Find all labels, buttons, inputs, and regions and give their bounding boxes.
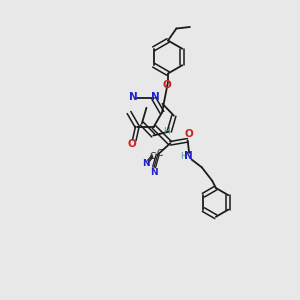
Text: C: C [156,149,163,158]
Text: O: O [162,80,171,90]
Text: H: H [180,152,187,161]
Text: H: H [163,127,170,136]
Text: O: O [128,139,136,149]
Text: O: O [185,129,194,139]
Text: N: N [151,92,160,102]
Text: N: N [142,159,150,168]
Text: N: N [150,168,158,177]
Text: C: C [150,152,156,161]
Text: N: N [129,92,138,102]
Text: N: N [184,152,193,161]
